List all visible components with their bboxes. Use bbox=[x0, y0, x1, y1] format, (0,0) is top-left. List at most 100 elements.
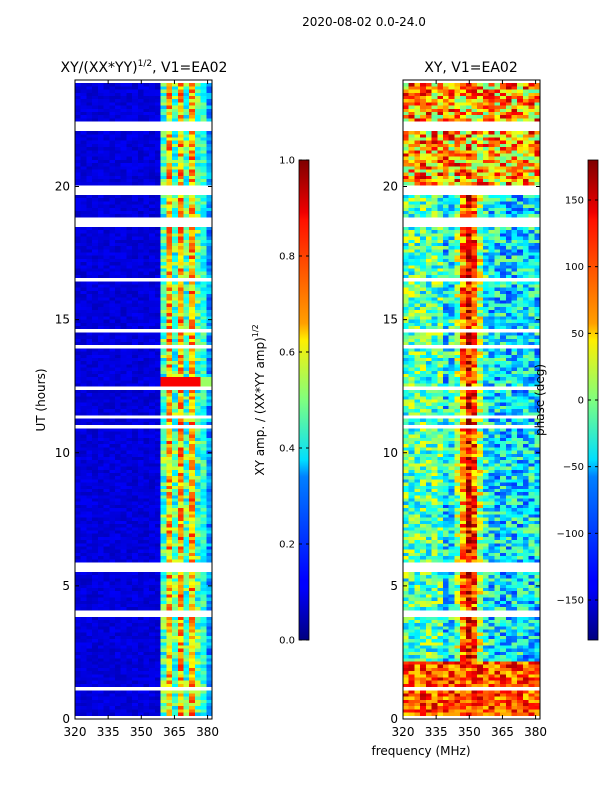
amplitude-cell bbox=[97, 137, 104, 142]
amplitude-cell bbox=[92, 127, 99, 132]
amplitude-cell bbox=[194, 399, 201, 404]
amplitude-cell bbox=[183, 131, 190, 135]
amplitude-cell bbox=[200, 508, 207, 512]
amplitude-cell bbox=[206, 639, 213, 643]
amplitude-cell bbox=[143, 99, 150, 103]
amplitude-cell bbox=[75, 533, 82, 538]
amplitude-cell bbox=[75, 472, 82, 477]
amplitude-cell bbox=[206, 453, 213, 458]
amplitude-cell bbox=[177, 623, 184, 627]
amplitude-cell bbox=[172, 214, 179, 218]
amplitude-cell bbox=[80, 223, 87, 228]
amplitude-cell bbox=[75, 332, 82, 336]
amplitude-cell bbox=[126, 143, 133, 148]
amplitude-cell bbox=[92, 581, 99, 586]
amplitude-cell bbox=[132, 364, 139, 368]
amplitude-cell bbox=[86, 86, 93, 90]
amplitude-cell bbox=[177, 703, 184, 707]
amplitude-cell bbox=[194, 201, 201, 205]
amplitude-cell bbox=[120, 524, 127, 528]
amplitude-cell bbox=[166, 699, 173, 704]
amplitude-cell bbox=[166, 575, 173, 579]
phase-cell bbox=[517, 89, 524, 94]
amplitude-cell bbox=[103, 83, 110, 87]
amplitude-cell bbox=[120, 258, 127, 263]
amplitude-cell bbox=[172, 517, 179, 522]
amplitude-cell bbox=[137, 514, 144, 519]
amplitude-cell bbox=[172, 613, 179, 618]
amplitude-cell bbox=[92, 220, 99, 225]
amplitude-cell bbox=[86, 632, 93, 637]
amplitude-cell bbox=[172, 651, 179, 656]
phase-cell bbox=[437, 80, 444, 84]
amplitude-cell bbox=[194, 246, 201, 250]
amplitude-cell bbox=[97, 402, 104, 407]
amplitude-cell bbox=[183, 623, 190, 627]
amplitude-cell bbox=[183, 195, 190, 199]
phase-cell bbox=[505, 89, 512, 94]
amplitude-cell bbox=[103, 479, 110, 483]
amplitude-cell bbox=[109, 121, 116, 126]
phase-cell bbox=[403, 89, 410, 94]
amplitude-cell bbox=[126, 226, 133, 231]
amplitude-cell bbox=[200, 402, 207, 407]
amplitude-cell bbox=[86, 172, 93, 177]
amplitude-cell bbox=[177, 380, 184, 384]
amplitude-cell bbox=[143, 715, 150, 720]
amplitude-cell bbox=[92, 600, 99, 605]
amplitude-cell bbox=[137, 703, 144, 707]
amplitude-cell bbox=[114, 124, 122, 129]
amplitude-cell bbox=[149, 373, 156, 378]
phase-cell bbox=[528, 89, 535, 94]
amplitude-cell bbox=[75, 131, 82, 135]
amplitude-cell bbox=[92, 425, 99, 429]
amplitude-cell bbox=[194, 121, 201, 126]
amplitude-cell bbox=[177, 111, 184, 116]
amplitude-cell bbox=[189, 712, 196, 717]
amplitude-cell bbox=[154, 418, 162, 423]
phase-cell bbox=[414, 89, 421, 94]
amplitude-cell bbox=[126, 239, 133, 244]
amplitude-cell bbox=[194, 533, 201, 538]
amplitude-cell bbox=[114, 127, 122, 132]
amplitude-cell bbox=[114, 220, 122, 225]
amplitude-cell bbox=[206, 354, 213, 359]
amplitude-cell bbox=[149, 341, 156, 346]
amplitude-cell bbox=[114, 530, 122, 535]
amplitude-cell bbox=[137, 693, 144, 698]
amplitude-cell bbox=[200, 230, 207, 234]
amplitude-cell bbox=[137, 297, 144, 301]
amplitude-cell bbox=[172, 661, 179, 666]
amplitude-cell bbox=[126, 233, 133, 237]
amplitude-cell bbox=[206, 635, 213, 640]
amplitude-cell bbox=[172, 591, 179, 595]
phase-cell bbox=[460, 95, 467, 100]
amplitude-cell bbox=[103, 613, 110, 618]
amplitude-cell bbox=[103, 418, 110, 423]
amplitude-cell bbox=[103, 179, 110, 183]
amplitude-cell bbox=[183, 501, 190, 506]
amplitude-cell bbox=[75, 236, 82, 241]
amplitude-cell bbox=[189, 530, 196, 535]
amplitude-cell bbox=[200, 281, 207, 285]
amplitude-cell bbox=[154, 175, 162, 180]
amplitude-cell bbox=[126, 329, 133, 333]
amplitude-cell bbox=[92, 645, 99, 650]
amplitude-cell bbox=[189, 699, 196, 704]
amplitude-cell bbox=[80, 156, 87, 161]
amplitude-cell bbox=[86, 211, 93, 215]
amplitude-cell bbox=[103, 524, 110, 528]
amplitude-cell bbox=[154, 434, 162, 439]
amplitude-cell bbox=[109, 399, 116, 404]
amplitude-cell bbox=[206, 300, 213, 305]
amplitude-cell bbox=[177, 172, 184, 177]
amplitude-cell bbox=[137, 108, 144, 113]
amplitude-cell bbox=[132, 354, 139, 359]
amplitude-cell bbox=[75, 549, 82, 554]
amplitude-cell bbox=[103, 517, 110, 522]
amplitude-cell bbox=[177, 271, 184, 276]
amplitude-cell bbox=[200, 332, 207, 336]
amplitude-cell bbox=[194, 191, 201, 196]
amplitude-cell bbox=[183, 642, 190, 646]
amplitude-cell bbox=[75, 603, 82, 608]
